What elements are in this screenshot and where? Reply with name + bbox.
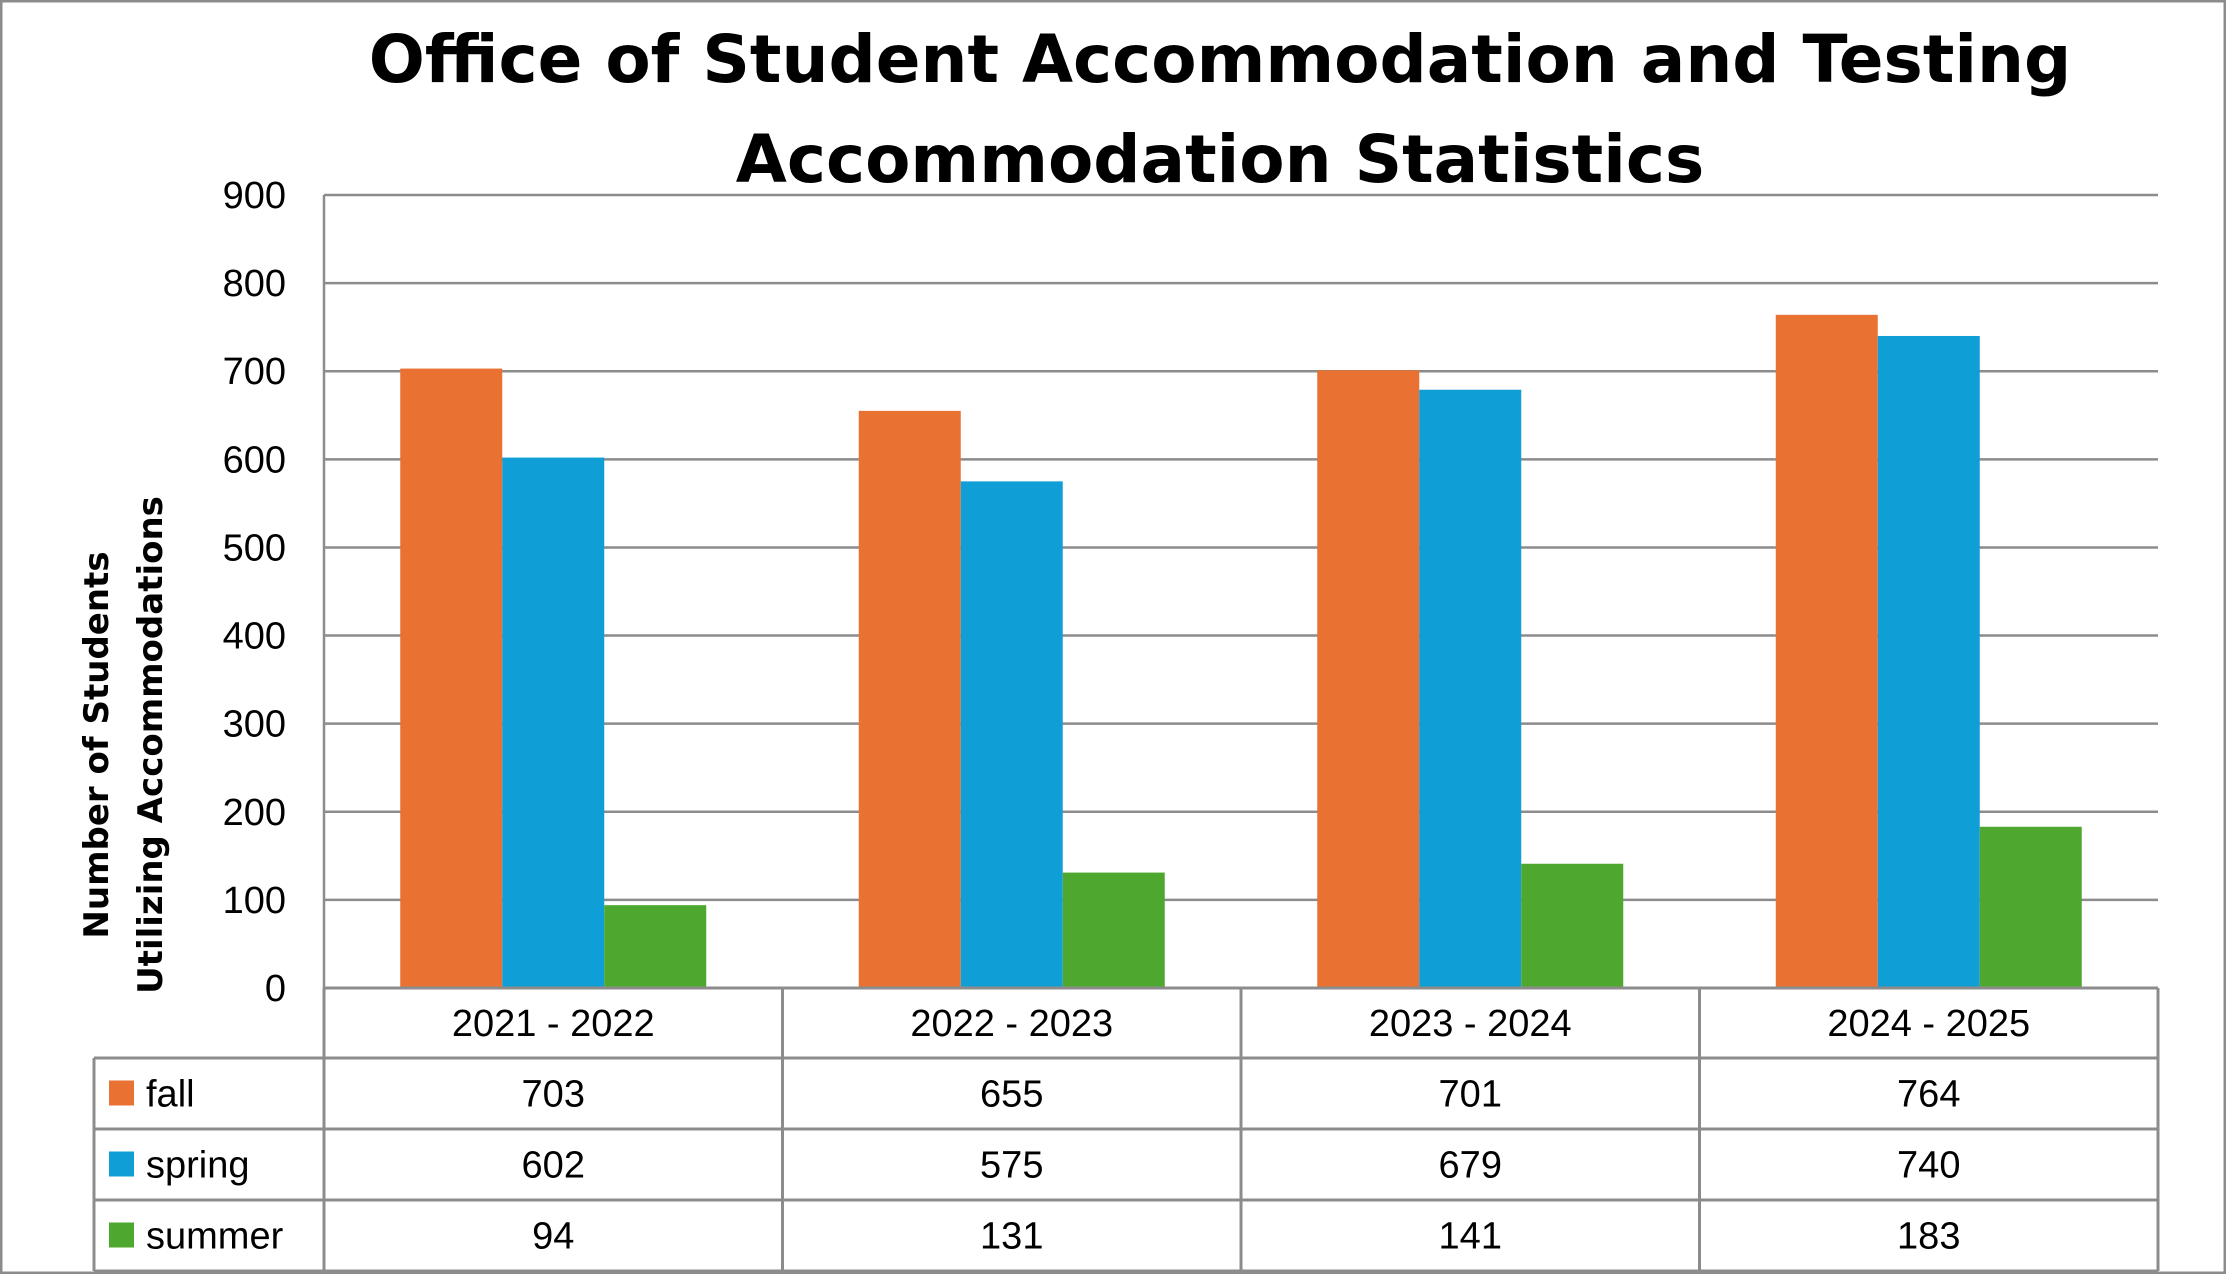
- data-label: 602: [522, 1145, 585, 1187]
- y-tick-label: 400: [223, 616, 286, 658]
- data-label: 740: [1897, 1145, 1960, 1187]
- legend-label-summer: summer: [146, 1216, 284, 1258]
- legend-swatch-summer: [109, 1222, 134, 1248]
- y-axis-label-line-2: Utilizing Accommodations: [131, 496, 171, 994]
- bar-summer: [1062, 872, 1165, 988]
- bar-fall: [858, 410, 961, 989]
- bar-spring: [502, 457, 605, 988]
- bar-summer: [1521, 863, 1624, 988]
- y-tick-label: 800: [223, 263, 286, 305]
- data-label: 764: [1897, 1074, 1960, 1116]
- y-tick-label: 300: [223, 704, 286, 746]
- y-tick-label: 100: [223, 880, 286, 922]
- data-label: 655: [980, 1074, 1043, 1116]
- bar-spring: [960, 481, 1063, 988]
- data-label: 131: [980, 1216, 1043, 1258]
- bar-spring: [1877, 335, 1980, 988]
- chart-title-line-2: Accommodation Statistics: [736, 121, 1704, 198]
- data-label: 141: [1439, 1216, 1502, 1258]
- bar-summer: [1979, 826, 2082, 988]
- data-label: 183: [1897, 1216, 1960, 1258]
- data-label: 703: [522, 1074, 585, 1116]
- y-tick-label: 700: [223, 351, 286, 393]
- data-label: 679: [1439, 1145, 1502, 1187]
- bar-spring: [1419, 389, 1522, 988]
- legend-swatch-spring: [109, 1151, 134, 1177]
- bar-fall: [400, 368, 503, 989]
- y-tick-label: 200: [223, 792, 286, 834]
- x-tick-label: 2021 - 2022: [452, 1003, 655, 1045]
- legend-label-spring: spring: [146, 1145, 250, 1187]
- chart-title-line-1: Office of Student Accommodation and Test…: [369, 21, 2071, 98]
- bar-fall: [1317, 370, 1420, 988]
- legend-label-fall: fall: [146, 1074, 195, 1116]
- y-tick-label: 600: [223, 439, 286, 481]
- x-tick-label: 2023 - 2024: [1369, 1003, 1572, 1045]
- bar-summer: [604, 905, 707, 988]
- data-label: 701: [1439, 1074, 1502, 1116]
- bar-fall: [1775, 314, 1878, 988]
- y-axis-label-line-1: Number of Students: [77, 551, 117, 938]
- data-label: 575: [980, 1145, 1043, 1187]
- x-tick-label: 2024 - 2025: [1827, 1003, 2030, 1045]
- y-tick-label: 500: [223, 527, 286, 569]
- data-label: 94: [532, 1216, 574, 1258]
- x-tick-label: 2022 - 2023: [910, 1003, 1113, 1045]
- y-tick-label: 900: [223, 175, 286, 217]
- y-tick-label: 0: [265, 968, 286, 1010]
- legend-swatch-fall: [109, 1080, 134, 1106]
